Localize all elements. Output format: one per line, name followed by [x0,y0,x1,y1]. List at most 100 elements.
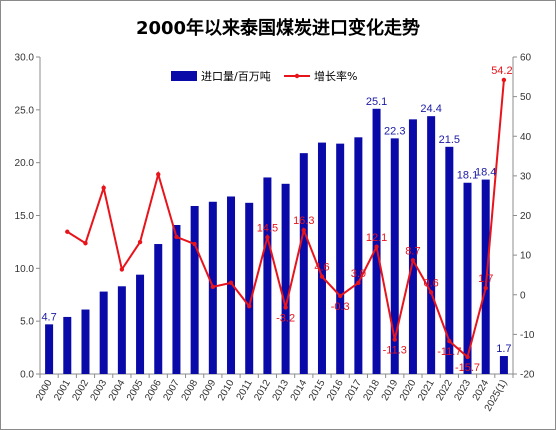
bar [299,153,308,374]
y-left-tick-label: 25.0 [15,105,35,116]
bar [117,286,126,374]
bar [263,177,272,374]
x-tick-label: 2021 [416,378,437,403]
bar [408,119,417,375]
x-tick-label: 2011 [235,378,255,403]
bar-data-label: 24.4 [420,103,441,115]
growth-point [156,172,161,177]
y-right-tick-label: -20 [520,370,535,381]
legend-label-bar: 进口量/百万吨 [201,70,271,83]
bar [463,182,472,374]
y-left-tick-label: 5.0 [20,317,34,328]
x-tick-label: 2007 [161,378,182,403]
x-tick-label: 2019 [380,378,401,403]
bar [499,356,508,374]
growth-point [483,285,488,291]
growth-point [392,337,397,342]
line-data-label: -15.7 [455,362,480,374]
x-tick-label: 2016 [325,378,346,403]
y-right-tick-label: 40 [520,132,532,143]
chart-legend: 进口量/百万吨 增长率% [171,69,357,83]
growth-point [247,304,252,309]
growth-point [137,239,143,245]
growth-point [192,241,197,247]
y-right-tick-label: 50 [520,92,532,103]
growth-point [337,293,343,299]
legend-swatch-bar [171,71,197,81]
x-tick-label: 2008 [180,378,201,403]
line-data-label: 16.3 [293,215,314,227]
line-data-label: 54.2 [491,65,512,77]
x-tick-label: 2015 [307,378,328,403]
bar [390,138,399,374]
legend-label-line: 增长率% [314,69,357,83]
y-right-tick-label: 0 [520,290,526,301]
x-tick-label: 2002 [70,378,91,403]
bar-data-label: 22.3 [384,125,405,137]
line-data-label: 0.6 [423,277,438,289]
growth-point [174,234,179,240]
y-left-tick-label: 20.0 [15,158,35,169]
y-left-tick-label: 15.0 [15,211,35,222]
line-data-label: -11.7 [437,346,461,358]
bar-data-label: 4.7 [41,311,56,323]
growth-point [374,244,379,250]
bar [63,316,72,374]
line-data-label: 14.5 [257,222,278,234]
y-right-tick-label: -10 [520,330,535,341]
line-data-label: -11.3 [383,345,407,357]
line-data-label: -3.2 [276,312,295,324]
bar-data-label: 18.4 [475,167,496,179]
bar [336,143,345,374]
growth-point [501,77,507,83]
x-tick-label: 2000 [34,378,55,403]
bar [154,244,163,374]
line-data-label: 3.0 [351,268,366,280]
growth-point [119,267,125,272]
growth-point [301,227,306,233]
growth-point [319,274,325,279]
x-tick-label: 2005 [125,378,146,403]
chart-title: 2000年以来泰国煤炭进口变化走势 [135,18,421,39]
growth-point [210,284,216,290]
y-right-tick-label: 30 [520,171,532,182]
x-tick-label: 2006 [143,378,164,403]
line-data-label: 12.1 [366,232,387,244]
x-tick-label: 2013 [271,378,292,403]
x-tick-label: 2020 [398,378,419,403]
growth-point [228,280,234,286]
bar [190,205,199,374]
y-left-tick-label: 0.0 [20,370,34,381]
x-tick-label: 2009 [198,378,219,403]
line-series [65,77,507,360]
line-data-label: 1.7 [478,273,493,285]
bar [227,196,236,374]
bar [99,291,108,374]
y-left-tick-label: 30.0 [15,53,35,64]
x-tick-label: 2022 [434,378,455,403]
x-tick-label: 2004 [107,378,128,403]
growth-point [265,235,270,240]
bar [172,225,181,374]
x-tick-label: 2014 [289,378,310,403]
y-left-tick-label: 10.0 [15,264,35,275]
x-tick-label: 2012 [252,378,273,403]
bar-data-label: 21.5 [439,134,460,146]
y-right-tick-label: 20 [520,211,532,222]
growth-point [410,258,416,263]
x-tick-label: 2001 [52,378,73,403]
growth-point [101,185,106,190]
bar [81,309,90,374]
bar [245,202,254,374]
bar [317,142,326,374]
x-tick-label: 2010 [216,378,237,403]
growth-point [465,354,470,360]
legend-swatch-marker [294,73,300,79]
x-tick-label: 2018 [362,378,383,403]
growth-point [83,241,88,246]
bar-series [45,108,508,375]
growth-point [447,338,452,344]
bar-data-label: 18.1 [457,170,478,182]
